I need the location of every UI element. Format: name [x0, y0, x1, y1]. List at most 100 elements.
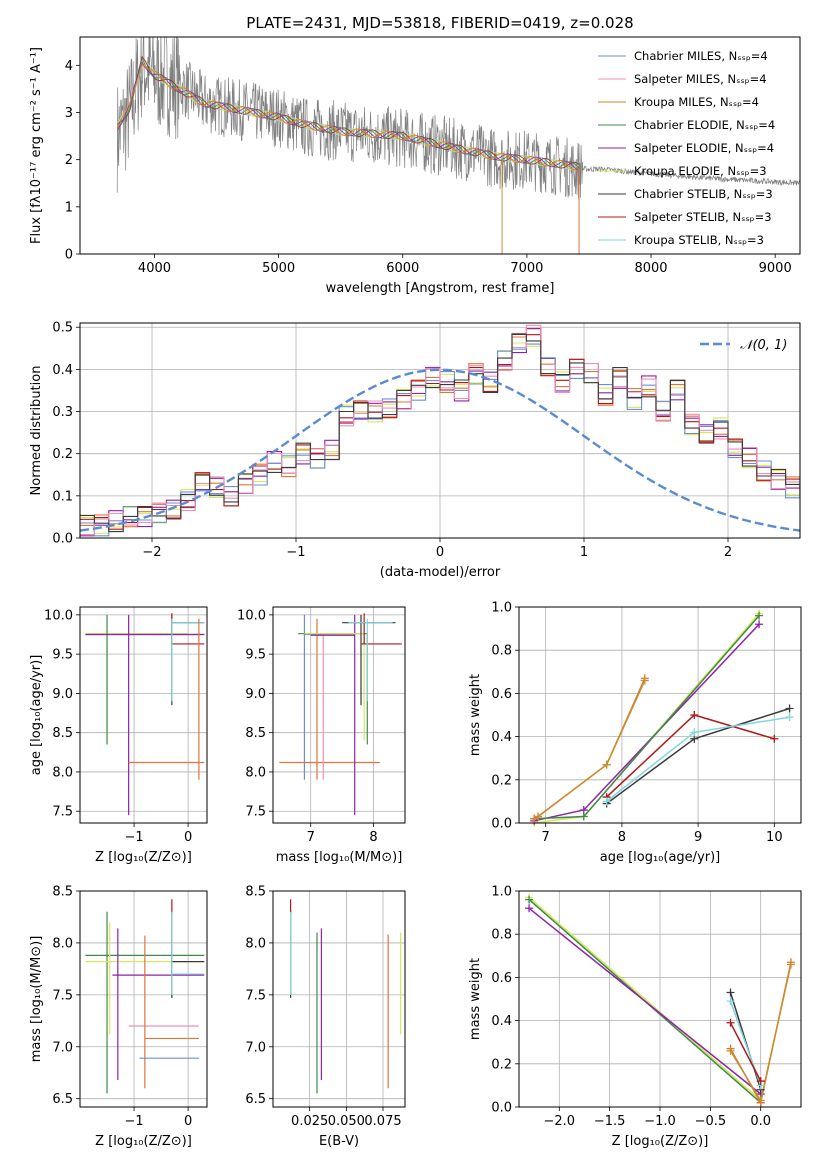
- weight_vs_age-ytick-label: 0.0: [491, 817, 512, 832]
- mass_vs_Z-ytick-label: 8.0: [52, 936, 73, 951]
- spectrum-legend-label: Kroupa STELIB, Nₛₛₚ=3: [634, 233, 764, 247]
- age_vs_mass-xtick-label: 7: [307, 830, 315, 845]
- weight_vs_age-marker-kroupa_stelib: [602, 797, 611, 806]
- age_vs_Z-ylabel: age [log₁₀(age/yr)]: [29, 655, 44, 776]
- weight_vs_age-line-kroupa_elodie: [534, 613, 760, 824]
- age_vs_mass-ytick-label: 10.0: [237, 608, 266, 623]
- weight_vs_age-marker-kroupa_stelib: [690, 728, 699, 737]
- spectrum-legend-label: Salpeter ELODIE, Nₛₛₚ=4: [634, 141, 774, 155]
- mass_vs_ebv-xtick-label: 0.050: [328, 1114, 365, 1129]
- weight_vs_age-marker-kroupa_miles: [534, 812, 543, 821]
- weight_vs_Z-ytick-label: 0.0: [491, 1101, 512, 1116]
- weight_vs_Z-marker-kroupa_stelib: [726, 997, 735, 1006]
- residuals-normal-curve: [80, 368, 800, 532]
- weight_vs_Z-xtick-label: −0.5: [695, 1114, 727, 1129]
- spectrum-title: PLATE=2431, MJD=53818, FIBERID=0419, z=0…: [246, 14, 633, 32]
- weight_vs_age-ytick-label: 0.2: [491, 773, 512, 788]
- mass_vs_Z-frame: [79, 890, 208, 1108]
- weight_vs_Z-xtick-label: −1.0: [644, 1114, 676, 1129]
- age_vs_mass-ytick-label: 9.0: [245, 687, 266, 702]
- spectrum-ytick-label: 4: [65, 59, 73, 74]
- weight_vs_age-marker-chabrier_elodie: [579, 812, 588, 821]
- weight_vs_age-line-orange: [533, 677, 646, 820]
- weight_vs_Z-frame: [518, 890, 802, 1108]
- spectrum-xlabel: wavelength [Angstrom, rest frame]: [326, 281, 555, 296]
- weight_vs_age-frame: [518, 606, 802, 824]
- weight_vs_Z-xlabel: Z [log₁₀(Z/Z⊙)]: [612, 1134, 709, 1149]
- weight_vs_Z-ytick-label: 1.0: [491, 885, 512, 900]
- residuals-legend-label: 𝒩(0, 1): [740, 338, 787, 353]
- age_vs_Z-ytick-label: 10.0: [44, 608, 73, 623]
- residuals-hist-orange: [80, 328, 800, 528]
- weight_vs_Z-marker-chabrier_elodie: [525, 895, 534, 904]
- residuals-ytick-label: 0.2: [52, 447, 73, 462]
- age_vs_mass-xlabel: mass [log₁₀(M/M⊙)]: [276, 850, 403, 865]
- residuals-ylabel: Normed distribution: [29, 366, 44, 496]
- mass_vs_Z-ytick-label: 6.5: [52, 1092, 73, 1107]
- weight_vs_Z-line-kroupa_elodie: [528, 896, 762, 1102]
- spectrum-data-line: [116, 37, 800, 199]
- weight_vs_Z-line-salpeter_stelib: [729, 1022, 762, 1082]
- residuals-xtick-label: 0: [436, 545, 444, 560]
- spectrum-model-kroupa_miles: [116, 63, 580, 171]
- spectrum-legend-label: Salpeter MILES, Nₛₛₚ=4: [634, 72, 767, 86]
- spectrum-legend-label: Chabrier STELIB, Nₛₛₚ=3: [634, 187, 773, 201]
- residuals-ytick-label: 0.4: [52, 363, 73, 378]
- age_vs_Z-frame: [79, 606, 208, 824]
- spectrum-legend-label: Kroupa ELODIE, Nₛₛₚ=3: [634, 164, 767, 178]
- spectrum-xtick-label: 8000: [634, 261, 667, 276]
- weight_vs_age-ytick-label: 0.8: [491, 644, 512, 659]
- spectrum-model-kroupa_stelib: [116, 57, 579, 170]
- age_vs_mass-frame: [272, 606, 406, 824]
- age_vs_Z-ytick-label: 9.5: [52, 648, 73, 663]
- residuals-xtick-label: 2: [724, 545, 732, 560]
- weight_vs_Z-line-salpeter_elodie: [528, 907, 762, 1095]
- spectrum-legend-label: Kroupa MILES, Nₛₛₚ=4: [634, 95, 759, 109]
- weight_vs_age-xtick-label: 10: [766, 830, 783, 845]
- age_vs_Z-ytick-label: 7.5: [52, 805, 73, 820]
- weight_vs_age-marker-salpeter_stelib: [770, 734, 779, 743]
- age_vs_Z-xtick-label: 0: [184, 830, 192, 845]
- weight_vs_age-xlabel: age [log₁₀(age/yr)]: [600, 850, 721, 865]
- residuals-hist-chabrier_stelib: [80, 333, 800, 533]
- weight_vs_Z-ytick-label: 0.6: [491, 971, 512, 986]
- mass_vs_ebv-ytick-label: 7.0: [245, 1040, 266, 1055]
- weight_vs_Z-xtick-label: −2.0: [543, 1114, 575, 1129]
- age_vs_Z-ytick-label: 9.0: [52, 687, 73, 702]
- weight_vs_age-line-chabrier_elodie: [534, 615, 760, 820]
- spectrum-xtick-label: 5000: [262, 261, 295, 276]
- age_vs_Z-xlabel: Z [log₁₀(Z/Z⊙)]: [95, 850, 192, 865]
- spectrum-frame: [79, 36, 801, 255]
- weight_vs_age-xtick-label: 8: [618, 830, 626, 845]
- weight_vs_age-xtick-label: 9: [694, 830, 702, 845]
- mass_vs_Z-xtick-label: 0: [184, 1114, 192, 1129]
- weight_vs_age-ytick-label: 0.6: [491, 687, 512, 702]
- spectrum-ytick-label: 0: [65, 248, 73, 263]
- residuals-frame: [79, 322, 801, 539]
- residuals-ytick-label: 0.3: [52, 405, 73, 420]
- spectrum-ytick-label: 1: [65, 200, 73, 215]
- weight_vs_Z-ytick-label: 0.4: [491, 1014, 512, 1029]
- weight_vs_Z-marker-kroupa_miles: [786, 960, 795, 969]
- mass_vs_ebv-ytick-label: 8.0: [245, 936, 266, 951]
- weight_vs_Z-ylabel: mass weight: [468, 958, 483, 1040]
- weight_vs_Z-marker-salpeter_stelib: [756, 1077, 765, 1086]
- mass_vs_ebv-ytick-label: 6.5: [245, 1092, 266, 1107]
- mass_vs_Z-ytick-label: 7.5: [52, 988, 73, 1003]
- residuals-xtick-label: −2: [142, 545, 161, 560]
- residuals-ytick-label: 0.5: [52, 321, 73, 336]
- weight_vs_age-line-kroupa_miles: [537, 680, 646, 818]
- weight_vs_age-marker-kroupa_miles: [640, 676, 649, 685]
- mass_vs_ebv-xtick-label: 0.025: [291, 1114, 328, 1129]
- spectrum-legend-label: Chabrier MILES, Nₛₛₚ=4: [634, 49, 768, 63]
- age_vs_Z-ytick-label: 8.5: [52, 726, 73, 741]
- age_vs_mass-ytick-label: 9.5: [245, 648, 266, 663]
- spectrum-xtick-label: 9000: [759, 261, 792, 276]
- weight_vs_Z-marker-kroupa_miles: [726, 1046, 735, 1055]
- weight_vs_age-ytick-label: 0.4: [491, 730, 512, 745]
- spectrum-ytick-label: 2: [65, 153, 73, 168]
- spectrum-xtick-label: 6000: [386, 261, 419, 276]
- spectrum-ylabel: Flux [fλ10⁻¹⁷ erg cm⁻² s⁻¹ A⁻¹]: [29, 47, 44, 244]
- weight_vs_Z-ytick-label: 0.2: [491, 1057, 512, 1072]
